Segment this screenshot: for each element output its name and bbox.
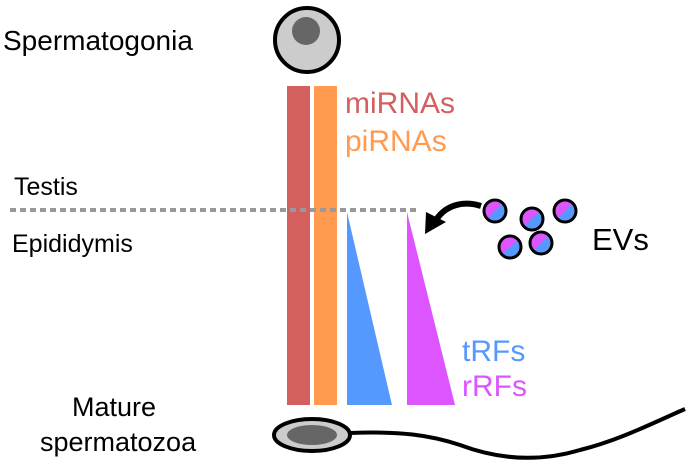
mirna-bar bbox=[287, 86, 310, 405]
mirna-label: miRNAs bbox=[345, 87, 455, 120]
testis-label: Testis bbox=[14, 173, 78, 201]
trf-wedge bbox=[347, 212, 392, 405]
rrf-label: rRFs bbox=[462, 370, 527, 403]
pirna-bar bbox=[314, 86, 337, 405]
mature-label: Mature bbox=[72, 392, 156, 422]
pirna-label: piRNAs bbox=[345, 125, 447, 158]
epididymis-label: Epididymis bbox=[12, 230, 133, 258]
spermatozoa-label: spermatozoa bbox=[40, 427, 197, 457]
spermatogonia-label: Spermatogonia bbox=[3, 25, 193, 56]
spermatozoon-icon bbox=[272, 407, 686, 460]
extracellular-vesicles-icon bbox=[482, 198, 578, 260]
trf-label: tRFs bbox=[462, 335, 525, 368]
rrf-wedge bbox=[407, 212, 455, 405]
spermatogonia-cell-icon bbox=[273, 6, 341, 74]
ev-label: EVs bbox=[592, 222, 649, 257]
arrow-icon bbox=[425, 200, 482, 234]
